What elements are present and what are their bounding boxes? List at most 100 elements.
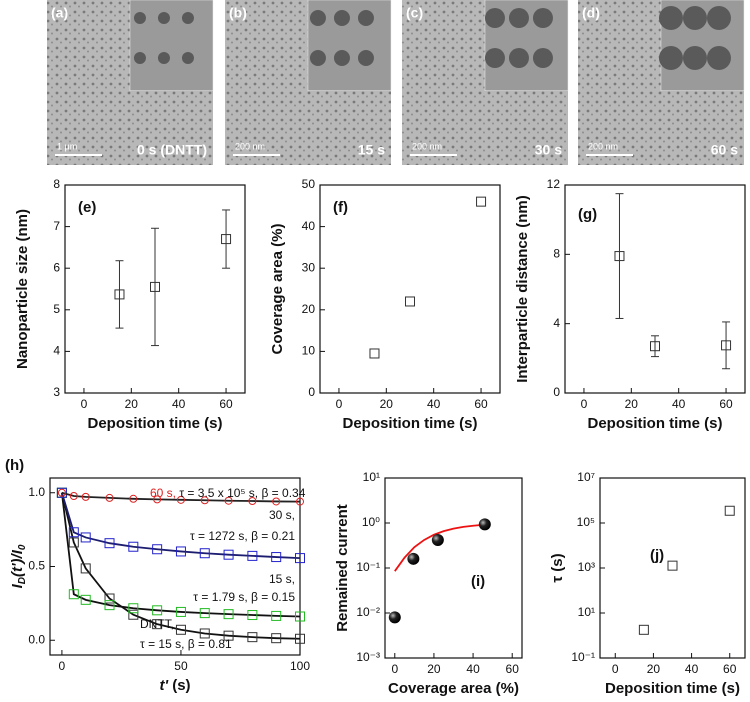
plot-frame xyxy=(564,184,746,394)
marker xyxy=(128,541,139,552)
y-axis-label: ID(t')/I0 xyxy=(9,544,28,588)
annotation: τ = 15 s, β = 0.81 xyxy=(140,637,232,651)
marker xyxy=(128,603,139,614)
legend-name: 30 s, xyxy=(269,508,295,522)
x-tick-label: 0 xyxy=(612,662,619,676)
y-tick-label: 0.5 xyxy=(28,559,45,573)
marker xyxy=(104,600,115,611)
marker xyxy=(667,560,678,571)
x-axis-label: Deposition time (s) xyxy=(342,415,477,432)
marker xyxy=(431,533,444,546)
marker xyxy=(223,630,234,641)
marker xyxy=(80,532,91,543)
y-tick-label: 30 xyxy=(302,260,316,274)
series-annotation: 60 s, τ = 3.5 x 10⁵ s, β = 0.34 xyxy=(150,486,306,500)
time-label: 60 s xyxy=(711,142,738,158)
marker xyxy=(724,505,735,516)
legend-name: 15 s, xyxy=(269,572,295,586)
y-tick-label: 10⁷ xyxy=(577,470,595,484)
y-tick-label: 6 xyxy=(53,260,60,274)
x-tick-label: 0 xyxy=(391,662,398,676)
marker xyxy=(221,234,232,245)
marker xyxy=(152,544,163,555)
legend-name: 60 s, xyxy=(150,486,176,500)
marker xyxy=(295,633,305,644)
x-axis-label: Deposition time (s) xyxy=(605,680,740,697)
marker xyxy=(153,495,162,504)
marker xyxy=(68,537,79,548)
inset-particle xyxy=(333,50,350,66)
marker xyxy=(105,493,114,502)
y-tick-label: 10¹ xyxy=(363,470,380,484)
x-tick-label: 40 xyxy=(466,662,480,676)
marker xyxy=(272,497,281,506)
marker xyxy=(175,546,186,557)
marker xyxy=(224,496,233,505)
time-label: 0 s (DNTT) xyxy=(137,142,207,158)
inset-particle xyxy=(157,12,170,24)
error-bar xyxy=(615,193,624,319)
inset-particle xyxy=(181,52,194,64)
plot-frame xyxy=(319,184,501,394)
marker xyxy=(271,552,282,563)
marker xyxy=(247,550,258,561)
x-tick-label: 0 xyxy=(81,397,88,411)
inset-particle xyxy=(484,48,505,68)
x-tick-label: 60 xyxy=(474,397,488,411)
marker xyxy=(271,633,282,644)
x-tick-label: 0 xyxy=(59,659,66,673)
y-tick-label: 10⁻¹ xyxy=(356,560,380,574)
inset-particle xyxy=(658,6,683,30)
x-tick-label: 40 xyxy=(172,397,186,411)
legend-name: DNTT, xyxy=(140,617,174,631)
panel-label: (i) xyxy=(471,573,485,590)
marker xyxy=(104,538,115,549)
marker xyxy=(176,495,185,504)
y-tick-label: 4 xyxy=(553,316,560,330)
time-label: 15 s xyxy=(358,142,385,158)
marker xyxy=(721,340,732,351)
marker xyxy=(152,605,163,616)
error-bar xyxy=(222,209,231,269)
y-tick-label: 5 xyxy=(53,302,60,316)
marker xyxy=(407,552,420,565)
marker xyxy=(405,296,415,307)
scale-label: 1 μm xyxy=(57,141,77,151)
y-tick-label: 10 xyxy=(302,344,316,358)
inset-particle xyxy=(658,46,683,70)
marker xyxy=(68,589,79,600)
inset-particle xyxy=(706,6,731,30)
error-bar xyxy=(151,227,159,347)
label-part: (s) xyxy=(168,677,191,694)
label-part: D xyxy=(17,577,28,584)
y-tick-label: 0 xyxy=(308,385,315,399)
panel-label: (a) xyxy=(51,5,68,21)
marker xyxy=(271,610,282,621)
x-tick-label: 60 xyxy=(219,397,233,411)
panel-label: (f) xyxy=(333,199,348,216)
inset-particle xyxy=(133,12,146,24)
marker xyxy=(104,593,115,604)
x-axis-label: Deposition time (s) xyxy=(587,415,722,432)
label-part: 0 xyxy=(17,544,28,550)
annotation: τ = 1.79 s, β = 0.15 xyxy=(193,590,295,604)
y-axis-label: Coverage area (%) xyxy=(269,224,286,355)
marker xyxy=(650,341,660,352)
inset-particle xyxy=(532,48,553,68)
y-tick-label: 10⁵ xyxy=(577,515,595,529)
marker xyxy=(369,348,380,359)
y-tick-label: 3 xyxy=(53,385,60,399)
y-axis-label: Nanoparticle size (nm) xyxy=(14,209,31,369)
x-axis-label: t' (s) xyxy=(159,677,190,694)
y-tick-label: 4 xyxy=(53,344,60,358)
y-tick-label: 10¹ xyxy=(578,605,595,619)
marker xyxy=(129,494,138,503)
marker xyxy=(296,497,304,506)
x-tick-label: 20 xyxy=(625,397,639,411)
marker xyxy=(128,609,139,620)
y-tick-label: 12 xyxy=(547,177,561,191)
label-part: I xyxy=(9,583,26,588)
marker xyxy=(478,518,491,531)
x-tick-label: 60 xyxy=(723,662,737,676)
inset-particle xyxy=(508,48,529,68)
